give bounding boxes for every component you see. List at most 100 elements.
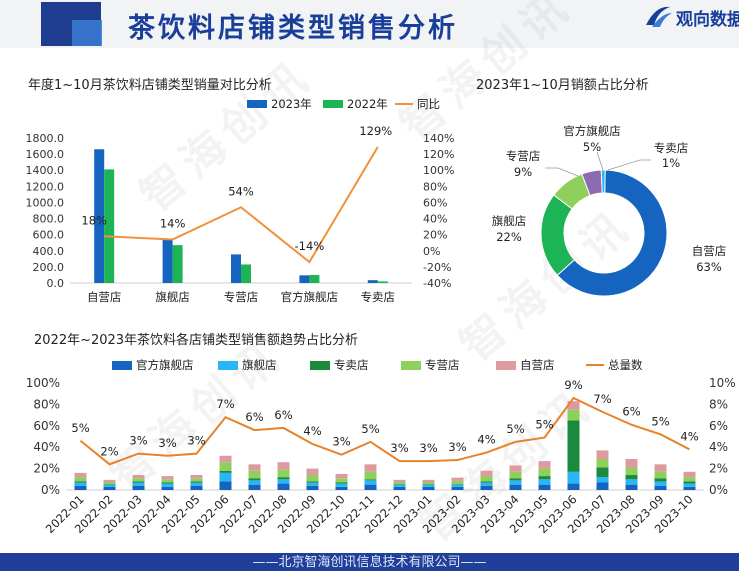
chart3-bar-segment xyxy=(509,465,522,472)
chart1-bar-2023 xyxy=(367,280,378,283)
chart3-bar-segment xyxy=(103,484,116,487)
chart3-bar-segment xyxy=(277,462,290,470)
chart3-bar-segment xyxy=(306,485,319,490)
chart3-bar-segment xyxy=(219,462,232,471)
chart3-bar-segment xyxy=(190,482,203,486)
chart3-legend-swatch xyxy=(401,361,421,370)
chart3-bar-segment xyxy=(161,486,174,490)
chart3-bar-segment xyxy=(654,478,667,482)
chart3-bar-segment xyxy=(74,485,87,490)
chart3-legend-label: 官方旗舰店 xyxy=(136,358,194,372)
chart3-total-label: 5% xyxy=(71,421,89,435)
chart3-bar-segment xyxy=(103,479,116,482)
chart3-bar-segment xyxy=(393,481,406,485)
chart3-y2tick: 10% xyxy=(709,376,736,390)
chart3-bar-segment xyxy=(451,477,464,481)
chart3-bar-segment xyxy=(103,484,116,485)
footer-bar: ——北京智海创讯信息技术有限公司—— xyxy=(0,553,739,571)
chart2-label: 自营店 xyxy=(692,244,727,258)
chart3-ytick: 40% xyxy=(33,440,60,454)
chart1-yoy-label: -14% xyxy=(295,239,325,253)
chart3-bar-segment xyxy=(277,479,290,484)
chart3-bar-segment xyxy=(248,464,261,471)
chart3-bar-segment xyxy=(335,482,348,484)
chart1-ytick: 1400.0 xyxy=(26,164,65,177)
chart3-bar-segment xyxy=(306,482,319,486)
chart3-bar-segment xyxy=(538,461,551,469)
chart1-legend-label: 2022年 xyxy=(347,97,388,111)
chart3-bar-segment xyxy=(161,482,174,484)
chart3-total-line xyxy=(79,396,690,466)
chart3-bar-segment xyxy=(219,455,232,463)
chart2-label: 专卖店 xyxy=(654,141,689,155)
chart3-bar-segment xyxy=(335,483,348,487)
chart2-pct: 22% xyxy=(496,230,522,244)
chart2-slice xyxy=(556,169,668,297)
chart1-xtick: 自营店 xyxy=(87,290,122,304)
chart3-ytick: 100% xyxy=(26,376,60,390)
chart2-leader xyxy=(607,159,651,171)
chart1-y2tick: 40% xyxy=(423,213,447,226)
chart3-bar-segment xyxy=(161,483,174,487)
chart3-total-label: 3% xyxy=(448,440,466,454)
chart3-bar-segment xyxy=(654,464,667,472)
chart1-y2tick: 80% xyxy=(423,180,447,193)
chart3-bar-segment xyxy=(132,478,145,482)
chart3-bar-segment xyxy=(451,486,464,490)
chart1-bar-2022 xyxy=(104,169,115,283)
chart3-bar-segment xyxy=(393,484,406,485)
chart2-leader xyxy=(596,151,604,171)
chart3-total-label: 4% xyxy=(303,424,321,438)
chart3-bar-segment xyxy=(596,467,609,478)
chart2-leader xyxy=(545,167,579,177)
chart3-bar-segment xyxy=(451,484,464,487)
chart3-legend-swatch xyxy=(496,361,516,370)
chart3-bar-segment xyxy=(393,484,406,487)
chart1-yoy-line xyxy=(104,146,379,264)
chart3-bar-segment xyxy=(248,480,261,485)
chart3-bar-segment xyxy=(277,469,290,478)
chart2-label: 专营店 xyxy=(506,149,541,163)
chart3-total-label: 6% xyxy=(274,408,292,422)
chart3-legend-label: 专营店 xyxy=(425,358,460,372)
chart1-legend-label: 同比 xyxy=(417,97,440,111)
chart3-y2tick: 2% xyxy=(709,462,728,476)
chart3-ytick: 0% xyxy=(41,483,60,497)
chart3-bar-segment xyxy=(567,483,580,490)
chart3-bar-segment xyxy=(364,471,377,480)
chart3-bar-segment xyxy=(625,475,638,480)
chart3-bar-segment xyxy=(654,485,667,490)
chart1-xtick: 官方旗舰店 xyxy=(281,290,339,304)
chart3-total-label: 4% xyxy=(477,433,495,447)
chart3-bar-segment xyxy=(190,478,203,482)
chart1-ytick: 1000.0 xyxy=(26,196,65,209)
chart3-bar-segment xyxy=(480,470,493,477)
chart3-total-label: 5% xyxy=(361,422,379,436)
chart3-bar-segment xyxy=(654,481,667,486)
chart3-bar-segment xyxy=(480,476,493,482)
chart3-bar-segment xyxy=(306,468,319,476)
chart3-bar-segment xyxy=(161,476,174,480)
chart3-legend-label: 自营店 xyxy=(520,358,555,372)
chart3-bar-segment xyxy=(335,473,348,479)
chart3-bar-segment xyxy=(277,483,290,490)
chart3-bar-segment xyxy=(683,486,696,490)
chart1-y2tick: 120% xyxy=(423,148,454,161)
chart3-bar-segment xyxy=(451,480,464,485)
chart1-bar-2023 xyxy=(94,149,105,283)
chart1-bar-2022 xyxy=(241,264,251,283)
chart3-bar-segment xyxy=(74,477,87,482)
chart1-ytick: 400.0 xyxy=(33,245,65,258)
chart1-legend-swatch xyxy=(247,100,267,108)
chart3-bar-segment xyxy=(683,477,696,482)
chart3-total-label: 3% xyxy=(332,435,350,449)
chart3-ytick: 60% xyxy=(33,419,60,433)
chart3-bar-segment xyxy=(567,420,580,472)
chart3-bar-segment xyxy=(74,482,87,486)
chart3-legend-swatch xyxy=(310,361,330,370)
chart3-bar-segment xyxy=(480,482,493,486)
chart3-bar-segment xyxy=(132,482,145,486)
chart3-total-label: 3% xyxy=(158,436,176,450)
chart3-bar-segment xyxy=(509,480,522,485)
